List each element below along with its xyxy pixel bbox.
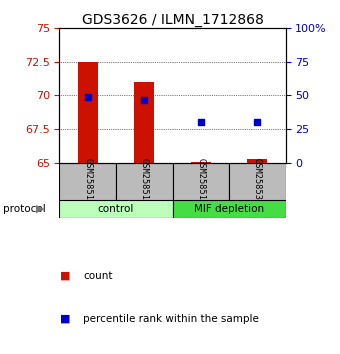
Bar bbox=[248, 159, 267, 162]
Bar bbox=[116, 162, 173, 200]
Text: control: control bbox=[98, 204, 134, 214]
Bar bbox=[173, 162, 229, 200]
Text: GSM258530: GSM258530 bbox=[253, 158, 262, 205]
Point bbox=[85, 94, 90, 100]
Point bbox=[198, 120, 204, 125]
Text: ▶: ▶ bbox=[36, 204, 44, 214]
Bar bbox=[229, 162, 286, 200]
Bar bbox=[59, 162, 116, 200]
Bar bbox=[173, 200, 286, 218]
Text: GSM258516: GSM258516 bbox=[83, 158, 92, 205]
Text: protocol: protocol bbox=[3, 204, 46, 214]
Bar bbox=[78, 62, 98, 162]
Bar bbox=[134, 82, 154, 162]
Text: GSM258515: GSM258515 bbox=[196, 158, 205, 205]
Point bbox=[141, 97, 147, 102]
Text: ■: ■ bbox=[59, 314, 70, 324]
Point bbox=[255, 120, 260, 125]
Title: GDS3626 / ILMN_1712868: GDS3626 / ILMN_1712868 bbox=[82, 13, 264, 27]
Text: percentile rank within the sample: percentile rank within the sample bbox=[83, 314, 259, 324]
Text: GSM258517: GSM258517 bbox=[140, 158, 149, 205]
Text: count: count bbox=[83, 271, 113, 281]
Text: ■: ■ bbox=[59, 271, 70, 281]
Bar bbox=[59, 200, 173, 218]
Text: MIF depletion: MIF depletion bbox=[194, 204, 264, 214]
